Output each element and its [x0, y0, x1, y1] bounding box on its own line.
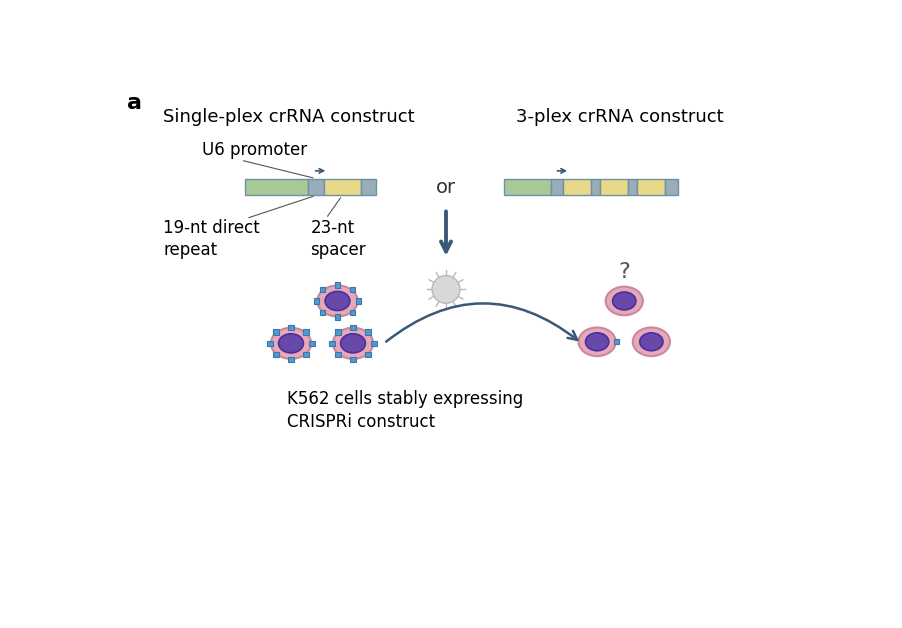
Ellipse shape — [341, 333, 365, 353]
Text: 19-nt direct
repeat: 19-nt direct repeat — [163, 219, 260, 259]
Text: K562 cells stably expressing
CRISPRi construct: K562 cells stably expressing CRISPRi con… — [287, 389, 523, 431]
FancyBboxPatch shape — [365, 329, 371, 335]
FancyBboxPatch shape — [350, 310, 355, 315]
FancyBboxPatch shape — [309, 340, 315, 346]
Ellipse shape — [325, 291, 350, 310]
Text: Single-plex crRNA construct: Single-plex crRNA construct — [163, 109, 415, 126]
Bar — [308, 178, 324, 195]
Bar — [244, 178, 308, 195]
Bar — [504, 178, 550, 195]
FancyBboxPatch shape — [336, 329, 341, 335]
Bar — [361, 178, 376, 195]
FancyBboxPatch shape — [303, 329, 308, 335]
FancyBboxPatch shape — [356, 298, 362, 304]
Text: a: a — [126, 93, 142, 113]
Bar — [666, 178, 677, 195]
Bar — [628, 178, 638, 195]
Ellipse shape — [640, 333, 663, 350]
Bar — [324, 178, 361, 195]
FancyBboxPatch shape — [273, 352, 279, 357]
Bar — [591, 178, 600, 195]
FancyBboxPatch shape — [289, 325, 294, 330]
Ellipse shape — [279, 333, 303, 353]
Text: U6 promoter: U6 promoter — [202, 141, 307, 158]
FancyBboxPatch shape — [614, 339, 619, 344]
Ellipse shape — [271, 328, 311, 359]
Ellipse shape — [633, 327, 670, 356]
FancyBboxPatch shape — [267, 340, 272, 346]
Text: 3-plex crRNA construct: 3-plex crRNA construct — [516, 109, 723, 126]
FancyBboxPatch shape — [303, 352, 308, 357]
Bar — [550, 178, 563, 195]
FancyBboxPatch shape — [320, 310, 326, 315]
Ellipse shape — [612, 292, 636, 310]
FancyBboxPatch shape — [273, 329, 279, 335]
Bar — [600, 178, 628, 195]
Text: or: or — [436, 178, 456, 197]
Bar — [563, 178, 591, 195]
Ellipse shape — [585, 333, 609, 350]
FancyBboxPatch shape — [289, 357, 294, 362]
Bar — [638, 178, 666, 195]
FancyBboxPatch shape — [350, 287, 355, 293]
FancyBboxPatch shape — [350, 325, 355, 330]
FancyBboxPatch shape — [365, 352, 371, 357]
FancyBboxPatch shape — [350, 357, 355, 362]
FancyBboxPatch shape — [335, 282, 340, 288]
Ellipse shape — [605, 286, 643, 315]
Circle shape — [432, 276, 460, 303]
FancyBboxPatch shape — [372, 340, 377, 346]
Ellipse shape — [318, 286, 358, 317]
FancyBboxPatch shape — [329, 340, 335, 346]
Text: ?: ? — [619, 263, 630, 283]
FancyBboxPatch shape — [320, 287, 326, 293]
Text: 23-nt
spacer: 23-nt spacer — [310, 219, 366, 259]
FancyBboxPatch shape — [314, 298, 319, 304]
Ellipse shape — [578, 327, 616, 356]
Ellipse shape — [333, 328, 373, 359]
FancyBboxPatch shape — [336, 352, 341, 357]
FancyBboxPatch shape — [335, 314, 340, 320]
FancyArrowPatch shape — [386, 303, 577, 342]
